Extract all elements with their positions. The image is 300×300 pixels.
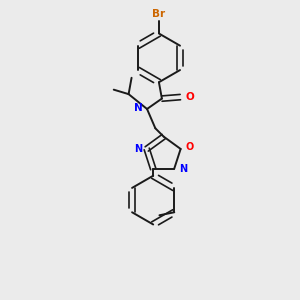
Text: N: N (134, 103, 143, 113)
Text: O: O (186, 142, 194, 152)
Text: N: N (179, 164, 187, 174)
Text: N: N (134, 144, 142, 154)
Text: Br: Br (152, 9, 166, 19)
Text: O: O (185, 92, 194, 102)
